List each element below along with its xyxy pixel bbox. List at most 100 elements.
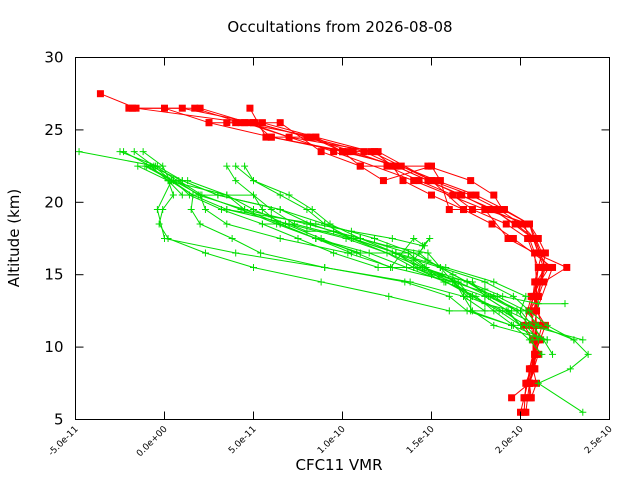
data-point bbox=[330, 249, 338, 257]
data-point bbox=[458, 191, 466, 199]
data-point bbox=[223, 220, 231, 228]
data-point bbox=[410, 235, 418, 242]
data-point bbox=[161, 104, 168, 112]
data-point bbox=[353, 249, 361, 257]
data-point bbox=[420, 263, 428, 271]
x-tick-label: 1.5e-10 bbox=[405, 424, 437, 456]
data-point bbox=[258, 119, 266, 127]
data-point bbox=[155, 220, 163, 228]
data-point bbox=[379, 177, 387, 185]
data-point bbox=[424, 256, 432, 264]
data-point bbox=[525, 321, 533, 329]
data-point bbox=[198, 191, 206, 199]
y-tick-label: 10 bbox=[44, 338, 63, 356]
data-point bbox=[250, 191, 257, 199]
data-point bbox=[383, 242, 391, 250]
data-point bbox=[339, 148, 346, 156]
data-point bbox=[153, 206, 161, 214]
profile-line bbox=[79, 151, 589, 413]
data-point bbox=[191, 104, 199, 112]
profile-line bbox=[133, 151, 553, 355]
data-point bbox=[262, 133, 270, 141]
data-point bbox=[520, 394, 528, 402]
data-point bbox=[509, 235, 517, 242]
data-point bbox=[306, 133, 314, 141]
data-point bbox=[326, 220, 334, 228]
data-point bbox=[285, 191, 293, 199]
data-point bbox=[399, 177, 407, 185]
data-point bbox=[404, 249, 412, 257]
data-point bbox=[525, 220, 533, 228]
data-point bbox=[285, 220, 293, 228]
data-point bbox=[481, 300, 489, 308]
data-point bbox=[356, 162, 364, 170]
data-point bbox=[534, 249, 542, 257]
data-point bbox=[141, 162, 149, 170]
data-point bbox=[410, 263, 418, 271]
data-point bbox=[276, 191, 284, 199]
data-point bbox=[549, 350, 557, 358]
data-point bbox=[436, 177, 444, 185]
y-tick-label: 15 bbox=[44, 266, 63, 284]
x-tick-label: 2.0e-10 bbox=[494, 424, 526, 456]
data-point bbox=[543, 321, 551, 329]
data-point bbox=[472, 191, 480, 199]
data-point bbox=[228, 235, 236, 242]
data-point bbox=[294, 235, 302, 242]
data-point bbox=[321, 263, 329, 271]
data-point bbox=[490, 278, 498, 286]
data-point bbox=[520, 408, 528, 416]
data-point bbox=[424, 177, 432, 185]
data-point bbox=[374, 148, 382, 156]
data-point bbox=[566, 365, 574, 373]
data-point bbox=[428, 177, 435, 185]
data-point bbox=[481, 307, 489, 315]
data-point bbox=[449, 278, 457, 286]
data-point bbox=[406, 278, 414, 286]
data-point bbox=[488, 220, 496, 228]
data-point bbox=[543, 336, 551, 344]
data-point bbox=[534, 292, 542, 300]
data-point bbox=[538, 350, 546, 358]
data-point bbox=[438, 271, 446, 279]
profile-line bbox=[173, 180, 539, 326]
data-point bbox=[563, 263, 571, 271]
data-point bbox=[419, 242, 427, 250]
data-point bbox=[75, 148, 83, 156]
data-point bbox=[531, 249, 539, 257]
data-point bbox=[504, 235, 512, 242]
data-point bbox=[540, 278, 548, 286]
x-tick-label: 0.0e+00 bbox=[135, 424, 170, 459]
data-point bbox=[223, 191, 231, 199]
profile-line bbox=[146, 165, 521, 326]
profile-line bbox=[142, 151, 548, 341]
data-point bbox=[134, 162, 142, 170]
data-point bbox=[257, 249, 265, 257]
data-point bbox=[317, 278, 325, 286]
data-point bbox=[201, 206, 209, 214]
data-point bbox=[463, 278, 471, 286]
data-point bbox=[410, 177, 418, 185]
data-point bbox=[534, 321, 542, 329]
series-layer bbox=[75, 90, 592, 416]
data-point bbox=[185, 191, 193, 199]
data-point bbox=[495, 206, 503, 214]
data-point bbox=[517, 220, 524, 228]
data-point bbox=[175, 177, 183, 185]
data-point bbox=[509, 321, 517, 329]
data-point bbox=[524, 235, 532, 242]
data-point bbox=[96, 90, 104, 98]
data-point bbox=[276, 206, 284, 214]
data-point bbox=[584, 350, 592, 358]
data-point bbox=[317, 235, 325, 242]
data-point bbox=[196, 220, 204, 228]
data-point bbox=[449, 191, 457, 199]
data-point bbox=[374, 263, 382, 271]
data-point bbox=[533, 278, 541, 286]
chart-title: Occultations from 2026-08-08 bbox=[227, 18, 452, 36]
red-profile-group bbox=[96, 90, 571, 416]
data-point bbox=[436, 263, 444, 271]
data-point bbox=[267, 133, 275, 141]
data-point bbox=[424, 249, 432, 257]
